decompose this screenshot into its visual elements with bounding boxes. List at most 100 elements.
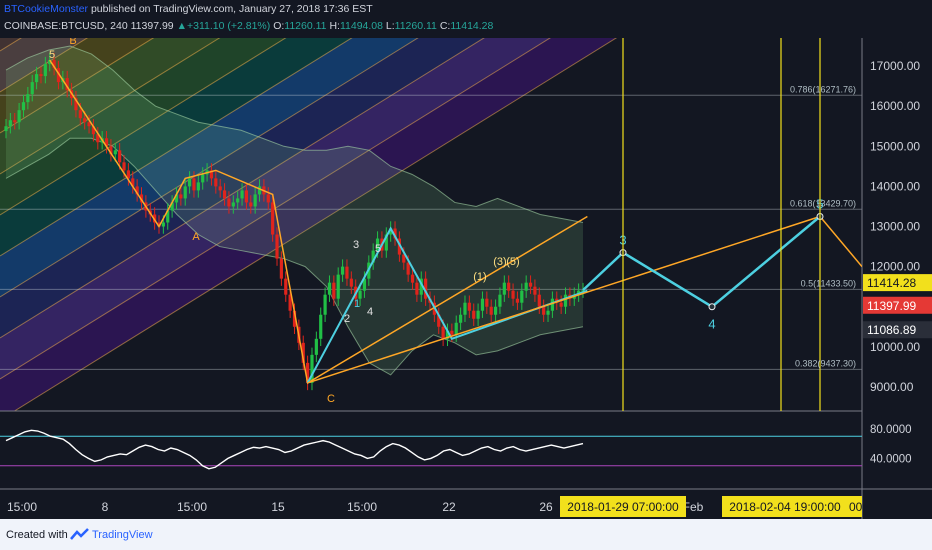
candle-body — [8, 120, 12, 127]
candle-body — [306, 362, 310, 383]
candle-body — [78, 110, 82, 119]
candle-body — [135, 186, 139, 195]
symbol-label[interactable]: COINBASE:BTCUSD, 240 — [4, 20, 128, 32]
price-badge-label: 11397.99 — [867, 299, 916, 313]
time-tick-label: 15:00 — [347, 500, 377, 514]
time-axis[interactable]: 15:00 8 15:00 15 15:00 22 26 Feb 2018-01-29 07:0… — [7, 496, 866, 517]
candle-body — [209, 170, 214, 179]
wave-trend-line — [819, 215, 862, 268]
candle-body — [550, 298, 555, 311]
wave-label: B — [69, 35, 76, 47]
candle-body — [174, 194, 179, 203]
candle-body — [201, 174, 205, 183]
wave-label: 5 — [49, 49, 55, 61]
candle-body — [349, 278, 353, 287]
candle-body — [463, 302, 467, 315]
candle-body — [21, 102, 26, 111]
candle-body — [214, 178, 218, 187]
candle-body — [533, 286, 537, 295]
candle-body — [113, 150, 117, 155]
rsi-panel: 80.0000 40.0000 — [0, 424, 912, 470]
rsi-line — [5, 429, 584, 470]
candle-body — [375, 238, 380, 251]
high-label: H: — [329, 20, 340, 32]
candle-body — [410, 274, 415, 283]
candle-body — [34, 74, 39, 83]
candle-body — [327, 282, 332, 295]
fib-label: 0.5(11433.50) — [801, 278, 856, 288]
date-badge-overflow — [848, 496, 862, 517]
wave-projection: 345 — [582, 196, 824, 332]
candle-body — [240, 190, 244, 199]
date-badge — [560, 496, 686, 517]
candle-body — [284, 278, 288, 295]
candle-body — [314, 338, 318, 355]
candle-body — [118, 150, 122, 163]
time-tick-label: 15:00 — [177, 500, 207, 514]
price-tick-label: 17000.00 — [870, 59, 920, 73]
fib-band-line — [13, 38, 618, 411]
candle-body — [74, 98, 78, 111]
candle-body — [139, 194, 144, 203]
change-value: +311.10 (+2.81%) — [186, 20, 271, 32]
low-label: L: — [385, 20, 395, 32]
time-tick-label: Feb — [683, 500, 704, 514]
candle-body — [257, 186, 262, 195]
footer: Created with TradingView — [0, 519, 932, 550]
date-badge-label: 2018-01-29 07:00:00 — [567, 500, 679, 514]
projection-node — [708, 303, 716, 311]
candle-body — [227, 198, 231, 207]
author-link[interactable]: BTCookieMonster — [4, 3, 89, 15]
candle-body — [26, 94, 30, 103]
low-value: 11260.11 — [394, 20, 437, 32]
price-tick-label: 16000.00 — [870, 99, 920, 113]
candle-body — [179, 194, 183, 199]
fib-band — [0, 0, 862, 10]
open-label: O: — [273, 20, 285, 32]
price-axis[interactable]: 17000.00 16000.00 15000.00 14000.00 13000.00… — [863, 59, 932, 394]
rsi-tick-label: 40.0000 — [870, 453, 912, 465]
projection-line — [582, 215, 821, 309]
high-value: 11494.08 — [339, 20, 383, 32]
candle-body — [332, 282, 336, 299]
candle-body — [563, 294, 568, 307]
candle-body — [30, 82, 34, 95]
open-value: 11260.11 — [284, 20, 327, 32]
date-badge-overflow-label: 00: — [849, 500, 866, 514]
candle-body — [244, 190, 249, 203]
candle-body — [450, 330, 454, 335]
candle-body — [271, 202, 275, 235]
candle-body — [485, 298, 489, 307]
candle-body — [218, 186, 222, 191]
candle-body — [83, 118, 87, 123]
candle-body — [87, 122, 91, 127]
candle-body — [52, 60, 56, 69]
price-badge-label: 11086.89 — [867, 323, 916, 337]
rsi-tick-label: 80.0000 — [870, 424, 912, 436]
wave-label: C — [327, 393, 335, 405]
wave-label: 2 — [344, 313, 350, 325]
date-badge — [722, 496, 848, 517]
close-value: 11414.28 — [450, 20, 494, 32]
publish-line: BTCookieMonster published on TradingView… — [4, 3, 373, 15]
candle-body — [192, 178, 196, 191]
wave-label: 5 — [375, 243, 381, 255]
candle-body — [524, 282, 528, 291]
candle-body — [187, 178, 192, 187]
candle-body — [445, 330, 450, 339]
wave-trend-line — [307, 215, 821, 384]
candle-body — [406, 262, 410, 275]
candle-body — [196, 182, 200, 191]
candle-body — [39, 74, 43, 77]
candle-body — [577, 290, 581, 295]
candle-body — [489, 306, 493, 315]
candle-body — [511, 290, 515, 299]
tradingview-brand-link[interactable]: TradingView — [92, 529, 153, 541]
published-text: published on TradingView.com, January 27… — [90, 3, 373, 15]
candle-body — [336, 274, 340, 299]
candle-body — [65, 78, 69, 91]
candle-body — [476, 310, 480, 319]
candle-body — [389, 228, 393, 235]
